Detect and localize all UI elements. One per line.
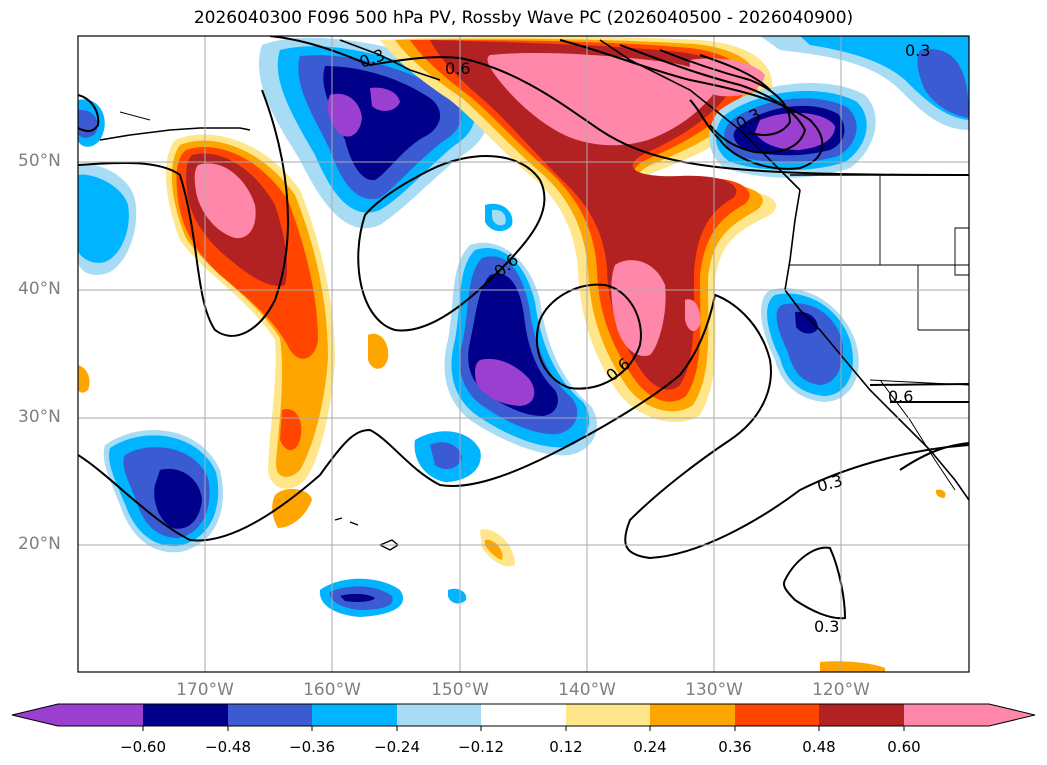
contour-label: 0.6 bbox=[888, 387, 913, 406]
lon-label: 160°W bbox=[303, 680, 361, 700]
colorbar-tick-label: 0.24 bbox=[633, 738, 667, 756]
contour-label: 0.3 bbox=[815, 471, 845, 496]
colorbar bbox=[11, 703, 1036, 731]
blob-east-negative bbox=[760, 288, 859, 402]
lat-label: 40°N bbox=[18, 279, 61, 299]
map-title: 2026040300 F096 500 hPa PV, Rossby Wave … bbox=[193, 8, 854, 28]
colorbar-tick-label: 0.12 bbox=[549, 738, 583, 756]
contour-label: 0.3 bbox=[905, 41, 930, 60]
contour-label: 0.3 bbox=[814, 617, 839, 636]
colorbar-extend-pos bbox=[989, 704, 1035, 726]
blob-central-negative bbox=[414, 203, 598, 482]
pv-anomaly-field bbox=[78, 36, 969, 672]
blob-west-positive bbox=[165, 134, 335, 528]
blob-sw-negative bbox=[103, 430, 467, 617]
colorbar-extend-neg bbox=[12, 704, 58, 726]
contour-lines bbox=[78, 36, 969, 620]
colorbar-tick-label: −0.36 bbox=[289, 738, 335, 756]
lon-label: 150°W bbox=[431, 680, 489, 700]
blob-central-positive bbox=[380, 36, 777, 423]
graticule bbox=[78, 36, 969, 672]
colorbar-tick-label: 0.48 bbox=[802, 738, 836, 756]
blob-west-edge-negative bbox=[78, 99, 137, 275]
blob-ne-corner-negative bbox=[760, 36, 969, 130]
lat-label: 50°N bbox=[18, 151, 61, 171]
colorbar-tick-label: 0.60 bbox=[887, 738, 921, 756]
colorbar-tick-label: −0.24 bbox=[374, 738, 420, 756]
lon-label: 140°W bbox=[558, 680, 616, 700]
lon-label: 170°W bbox=[176, 680, 234, 700]
colorbar-tick-label: −0.12 bbox=[458, 738, 504, 756]
colorbar-tick-label: −0.60 bbox=[120, 738, 166, 756]
colorbar-tick-label: −0.48 bbox=[205, 738, 251, 756]
lat-label: 30°N bbox=[18, 407, 61, 427]
colorbar-tick-label: 0.36 bbox=[718, 738, 752, 756]
lat-label: 20°N bbox=[18, 534, 61, 554]
small-positive-patches bbox=[78, 333, 946, 672]
lon-label: 120°W bbox=[812, 680, 870, 700]
lon-label: 130°W bbox=[685, 680, 743, 700]
contour-label: 0.6 bbox=[445, 59, 470, 78]
map-frame bbox=[77, 35, 970, 673]
